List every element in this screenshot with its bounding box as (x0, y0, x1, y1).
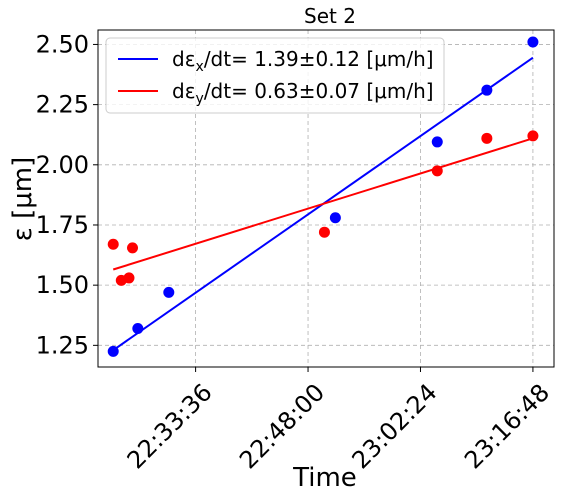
y-tick-label: 2.50 (36, 30, 89, 58)
legend-label-x-rest: /dt= 1.39±0.12 [μm/h] (204, 47, 434, 71)
legend-label-y-main: dε (172, 79, 196, 103)
y-tick-label: 1.25 (36, 331, 89, 359)
legend-label-y-rest: /dt= 0.63±0.07 [μm/h] (204, 79, 434, 103)
legend: dεx/dt= 1.39±0.12 [μm/h] dεy/dt= 0.63±0.… (105, 37, 445, 114)
legend-label-x-main: dε (172, 47, 196, 71)
data-point-y (481, 132, 493, 144)
fit-lines (112, 56, 534, 351)
legend-box (105, 37, 445, 114)
data-point-x (527, 36, 539, 48)
y-tick-label: 2.00 (36, 151, 89, 179)
data-point-y (527, 130, 539, 142)
data-point-x (107, 345, 119, 357)
data-point-x (132, 322, 144, 334)
fit-line-y (112, 137, 534, 271)
x-axis-ticks: 22:33:36 22:48:00 23:02:24 23:16:48 (122, 367, 555, 474)
plot-frame (97, 29, 555, 368)
legend-label-y: dεy/dt= 0.63±0.07 [μm/h] (172, 79, 434, 107)
legend-label-y-sub: y (196, 91, 204, 107)
data-point-x (163, 286, 175, 298)
x-tick-label: 22:48:00 (234, 378, 330, 474)
data-point-y (318, 226, 330, 238)
legend-label-x-sub: x (196, 59, 204, 75)
data-point-x (431, 136, 443, 148)
x-axis-label: Time (292, 463, 357, 493)
x-tick-label: 23:16:48 (459, 378, 555, 474)
data-point-x (329, 212, 341, 224)
data-point-y (123, 272, 135, 284)
data-point-y (126, 242, 138, 254)
data-point-y (107, 238, 119, 250)
data-point-y (431, 165, 443, 177)
y-tick-label: 1.50 (36, 271, 89, 299)
chart-title: Set 2 (304, 4, 356, 28)
x-tick-label: 23:02:24 (347, 378, 443, 474)
y-tick-label: 1.75 (36, 211, 89, 239)
x-tick-label: 22:33:36 (122, 378, 218, 474)
data-points (107, 36, 539, 357)
legend-label-x: dεx/dt= 1.39±0.12 [μm/h] (172, 47, 434, 75)
y-axis-label: ε [μm] (8, 157, 38, 241)
data-point-x (481, 84, 493, 96)
y-axis-ticks: 1.25 1.50 1.75 2.00 2.25 2.50 (36, 30, 98, 359)
y-tick-label: 2.25 (36, 91, 89, 119)
